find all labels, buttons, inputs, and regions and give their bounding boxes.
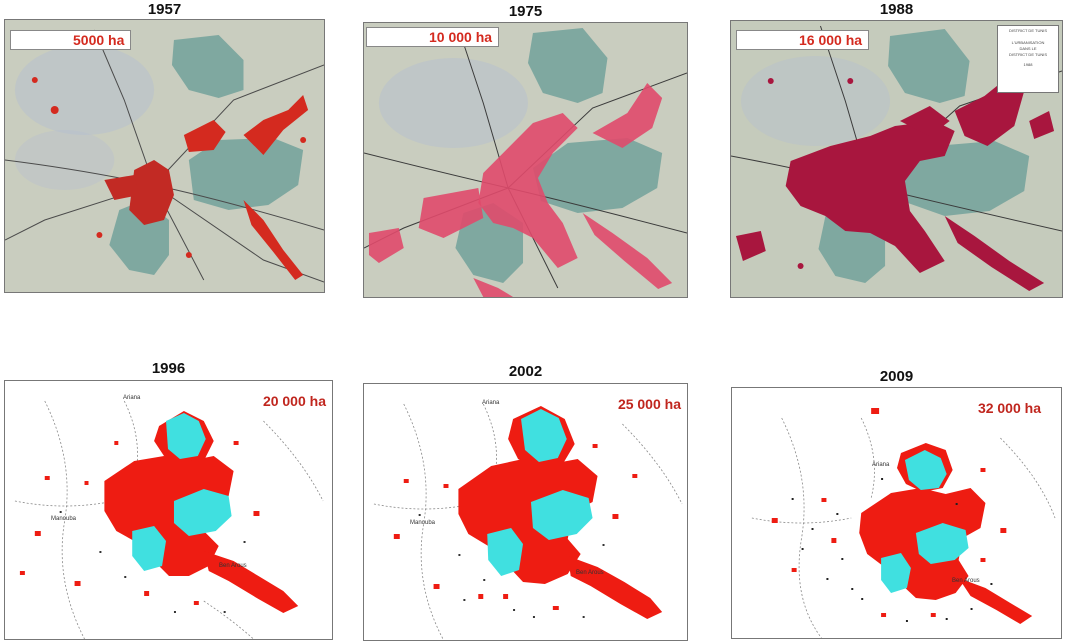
lake-tunis bbox=[530, 490, 593, 540]
lake-ariana bbox=[171, 35, 244, 98]
place-label-ben-arous: Ben Arous bbox=[576, 570, 604, 576]
legend-line: 1988 bbox=[1023, 62, 1033, 67]
urban-area-label: 5000 ha bbox=[10, 30, 132, 50]
place-label-ariana: Ariana bbox=[123, 395, 141, 401]
modern-map: Ariana Manouba Ben Arous 20 000 ha bbox=[4, 380, 333, 640]
urban-area-label: 16 000 ha bbox=[736, 30, 870, 50]
modern-map: Ariana Manouba Ben Arous 25 000 ha bbox=[363, 383, 688, 641]
sebkha-sejoumi bbox=[132, 526, 167, 571]
place-label-ariana: Ariana bbox=[872, 462, 890, 468]
panel-year: 1975 bbox=[508, 3, 543, 20]
panel-year: 2009 bbox=[879, 368, 914, 385]
panel-year: 1957 bbox=[147, 1, 182, 18]
panel-year: 1988 bbox=[879, 1, 914, 18]
panel-year: 1996 bbox=[151, 360, 186, 377]
legend-line: DANS LE bbox=[1019, 46, 1037, 51]
modern-map: Ariana Ben Arous 32 000 ha bbox=[731, 387, 1062, 639]
lake-tunis bbox=[173, 489, 232, 536]
place-label-manouba: Manouba bbox=[410, 520, 436, 526]
map-drawing bbox=[364, 23, 687, 297]
map-panel-1975: 1975 10 000 ha bbox=[363, 0, 688, 298]
legend-line: DISTRICT DE TUNIS bbox=[1008, 52, 1048, 57]
legend-line: L'URBANISATION bbox=[1011, 40, 1045, 45]
lake-tunis bbox=[188, 138, 304, 210]
lake-ariana bbox=[904, 450, 947, 490]
lake-tunis bbox=[532, 138, 663, 213]
map-panel-1996: 1996 bbox=[4, 360, 333, 640]
lake-ariana bbox=[888, 29, 970, 103]
historic-map: 16 000 ha DISTRICT DE TUNIS L'URBANISATI… bbox=[730, 20, 1063, 298]
place-label-ben-arous: Ben Arous bbox=[219, 563, 247, 569]
map-drawing bbox=[14, 400, 324, 639]
urban-area-label: 32 000 ha bbox=[977, 400, 1041, 416]
place-label-ariana: Ariana bbox=[482, 400, 500, 406]
urban-area-label: 10 000 ha bbox=[366, 27, 500, 47]
map-panel-2009: 2009 bbox=[731, 368, 1062, 640]
map-drawing bbox=[751, 408, 1056, 638]
historic-map: 10 000 ha bbox=[363, 22, 688, 298]
sebkha-sejoumi bbox=[881, 553, 911, 593]
lake-ariana bbox=[166, 413, 206, 459]
map-drawing bbox=[373, 403, 683, 640]
urban-area-label: 25 000 ha bbox=[617, 396, 681, 412]
legend-line: DISTRICT DE TUNIS bbox=[1008, 28, 1048, 33]
urban-area-label: 20 000 ha bbox=[262, 393, 326, 409]
lake-tunis bbox=[915, 523, 969, 564]
lake-tunis bbox=[899, 141, 1030, 216]
lake-ariana bbox=[527, 28, 608, 103]
map-drawing bbox=[5, 20, 324, 292]
sebkha-sejoumi bbox=[487, 528, 524, 576]
map-legend-box: DISTRICT DE TUNIS L'URBANISATION DANS LE… bbox=[997, 25, 1059, 93]
map-panel-1988: 1988 16 000 ha DISTRICT DE TUNIS bbox=[730, 0, 1063, 298]
map-panel-2002: 2002 bbox=[363, 363, 688, 641]
lake-ariana bbox=[521, 409, 567, 462]
place-label-ben-arous: Ben Arous bbox=[952, 578, 980, 584]
historic-map: 5000 ha bbox=[4, 19, 325, 293]
map-panel-1957: 1957 bbox=[4, 0, 325, 295]
panel-year: 2002 bbox=[508, 363, 543, 380]
place-label-manouba: Manouba bbox=[51, 516, 77, 522]
